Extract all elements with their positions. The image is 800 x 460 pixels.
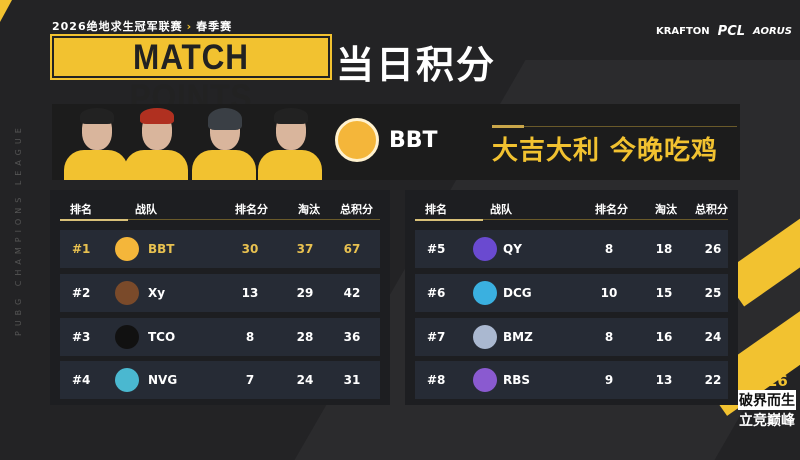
corner-line2: 立竞巅峰 [739, 413, 795, 429]
total-points: 31 [343, 373, 361, 387]
rank: #3 [72, 330, 91, 344]
arrow-icon: › [186, 20, 193, 33]
rank: #7 [427, 330, 446, 344]
team-name: BMZ [503, 330, 533, 344]
placement-points: 30 [241, 242, 259, 256]
placement-points: 7 [245, 373, 255, 387]
total-points: 24 [704, 330, 722, 344]
table-row: #5 QY 8 18 26 [415, 230, 728, 268]
table-row: #6 DCG 10 15 25 [415, 274, 728, 312]
team-name: BBT [148, 242, 175, 256]
total-points: 42 [343, 286, 361, 300]
table-row: #8 RBS 9 13 22 [415, 361, 728, 399]
kills: 28 [296, 330, 314, 344]
placement-points: 8 [604, 330, 614, 344]
player-photo [258, 108, 322, 180]
team-name: NVG [148, 373, 178, 387]
pcl-logo: PCL [717, 24, 746, 39]
bbt-logo [335, 118, 379, 162]
league-name: 2026绝地求生冠军联赛 [52, 20, 183, 33]
col-total: 总积分 [340, 203, 373, 216]
placement-points: 8 [245, 330, 255, 344]
total-points: 26 [704, 242, 722, 256]
placement-points: 9 [604, 373, 614, 387]
col-team: 战队 [135, 203, 157, 216]
title-box: MATCH POINTS [50, 34, 332, 117]
placement-points: 13 [241, 286, 259, 300]
rank: #2 [72, 286, 91, 300]
player-photo [64, 108, 128, 180]
sponsor-logos: KRAFTON PCL AORUS [656, 24, 792, 39]
team-logo [473, 368, 497, 392]
table-row: #7 BMZ 8 16 24 [415, 318, 728, 356]
table-row: #1 BBT 30 37 67 [60, 230, 380, 268]
table-row: #3 TCO 8 28 36 [60, 318, 380, 356]
team-name: RBS [503, 373, 531, 387]
team-logo [115, 237, 139, 261]
title-en: MATCH POINTS [129, 38, 253, 117]
col-placement: 排名分 [595, 203, 628, 216]
team-name: QY [503, 242, 522, 256]
team-logo [115, 325, 139, 349]
team-name: Xy [148, 286, 166, 300]
total-points: 25 [704, 286, 722, 300]
col-placement: 排名分 [235, 203, 268, 216]
krafton-logo: KRAFTON [655, 26, 710, 37]
player-photo [124, 108, 188, 180]
standings-table-left: 排名 战队 排名分 淘汰 总积分 #1 BBT 30 37 67 #2 Xy 13 29 42 #3… [50, 190, 390, 405]
winner-team-name: BBT [389, 128, 438, 153]
winner-banner: BBT 大吉大利 今晚吃鸡 [52, 104, 740, 180]
kills: 29 [296, 286, 314, 300]
rank: #6 [427, 286, 446, 300]
kills: 16 [655, 330, 673, 344]
kills: 13 [655, 373, 673, 387]
divider-accent [492, 125, 524, 128]
total-points: 22 [704, 373, 722, 387]
table-row: #4 NVG 7 24 31 [60, 361, 380, 399]
rank: #4 [72, 373, 91, 387]
team-name: TCO [148, 330, 176, 344]
col-total: 总积分 [695, 203, 728, 216]
col-kills: 淘汰 [655, 203, 677, 216]
team-logo [473, 281, 497, 305]
subtitle: 2026绝地求生冠军联赛 › 春季赛 [52, 18, 232, 34]
table-row: #2 Xy 13 29 42 [60, 274, 380, 312]
corner-year: 2026 [746, 372, 788, 390]
team-name: DCG [503, 286, 532, 300]
vertical-league-text: PUBG CHAMPIONS LEAGUE [14, 123, 23, 337]
rank: #5 [427, 242, 446, 256]
kills: 37 [296, 242, 314, 256]
placement-points: 8 [604, 242, 614, 256]
aorus-logo: AORUS [753, 26, 792, 37]
kills: 15 [655, 286, 673, 300]
corner-line1: 破界而生 [738, 390, 796, 410]
col-team: 战队 [490, 203, 512, 216]
slogan: 大吉大利 今晚吃鸡 [492, 136, 719, 166]
season-name: 春季赛 [196, 20, 233, 33]
total-points: 67 [343, 242, 361, 256]
divider [492, 126, 737, 127]
table-header: 排名 战队 排名分 淘汰 总积分 [415, 200, 728, 221]
col-rank: 排名 [70, 203, 92, 216]
team-logo [473, 237, 497, 261]
team-logo [115, 281, 139, 305]
rank: #8 [427, 373, 446, 387]
kills: 18 [655, 242, 673, 256]
col-kills: 淘汰 [298, 203, 320, 216]
kills: 24 [296, 373, 314, 387]
table-header: 排名 战队 排名分 淘汰 总积分 [60, 200, 380, 221]
corner-decor [0, 0, 12, 22]
rank: #1 [72, 242, 91, 256]
team-logo [115, 368, 139, 392]
title-cn: 当日积分 [336, 43, 497, 87]
standings-table-right: 排名 战队 排名分 淘汰 总积分 #5 QY 8 18 26 #6 DCG 10 15 25 #7 B… [405, 190, 738, 405]
corner-slogan: 2026 破界而生 立竞巅峰 [738, 372, 796, 430]
team-logo [473, 325, 497, 349]
col-rank: 排名 [425, 203, 447, 216]
player-photo [192, 108, 256, 180]
total-points: 36 [343, 330, 361, 344]
placement-points: 10 [600, 286, 618, 300]
